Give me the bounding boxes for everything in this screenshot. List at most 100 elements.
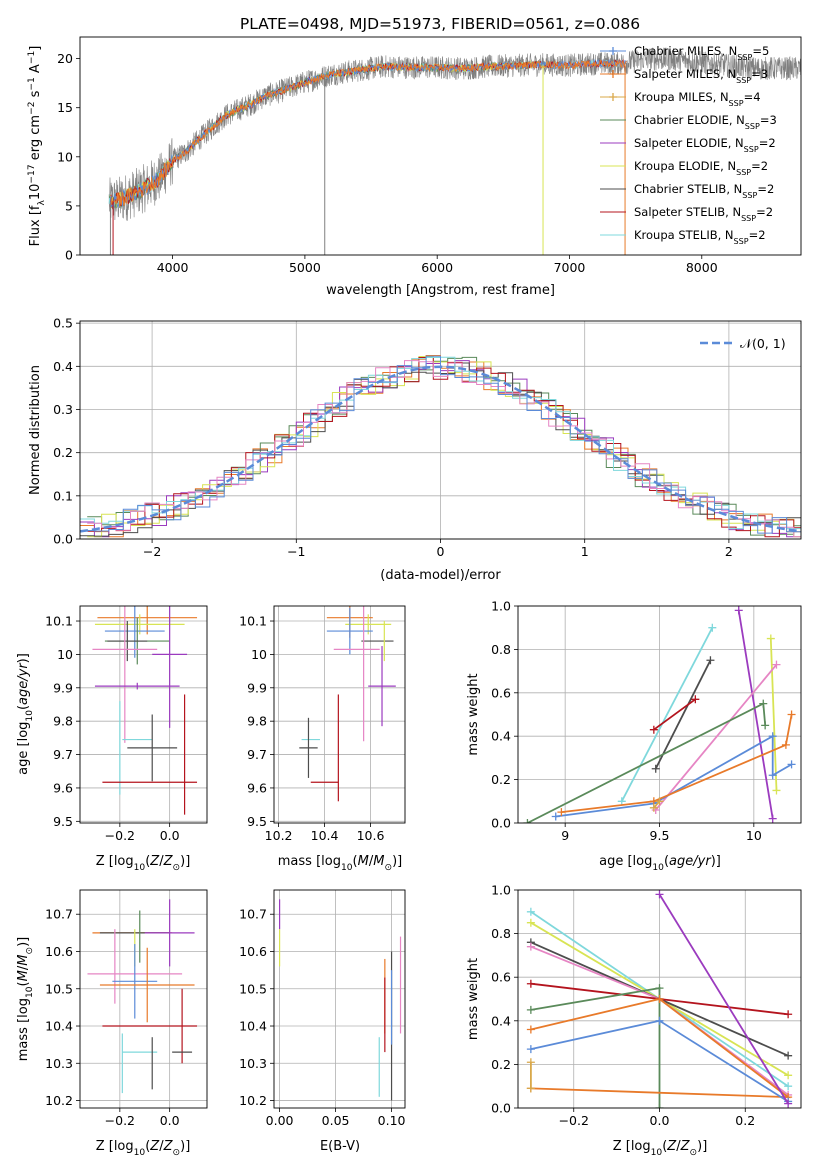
y-tick-label: 10.3 bbox=[239, 1056, 267, 1071]
weight-marker bbox=[768, 732, 777, 741]
weight-marker bbox=[649, 803, 658, 812]
panel-mass-vs-ebv: 0.00 0.05 0.10 10.2 10.3 10.4 10.5 10.6 10.7 E(B-… bbox=[239, 889, 406, 1154]
y-tick-label: 10 bbox=[57, 647, 73, 662]
plot-area bbox=[92, 606, 198, 815]
y-tick-label: 0.0 bbox=[491, 1101, 511, 1116]
x-axis-label: Z [log10(Z/Z⊙)] bbox=[96, 854, 191, 873]
x-tick-label: 9.5 bbox=[650, 828, 670, 843]
y-axis-label: Flux [fλ10−17 erg cm−2 s−1 A−1] bbox=[27, 46, 47, 247]
y-tick-label: 10.3 bbox=[45, 1056, 73, 1071]
x-tick-label: 9 bbox=[561, 828, 569, 843]
spectrum-model-line bbox=[110, 58, 627, 209]
y-tick-label: 0 bbox=[65, 248, 73, 263]
x-tick-label: 0.00 bbox=[266, 1113, 294, 1128]
y-tick-label: 0.2 bbox=[491, 1057, 511, 1072]
plot-area bbox=[523, 606, 796, 823]
y-tick-label: 0.2 bbox=[491, 772, 511, 787]
x-tick-label: 4000 bbox=[157, 260, 189, 275]
x-tick-label: 0.0 bbox=[160, 1113, 180, 1128]
weight-line bbox=[769, 638, 778, 791]
x-tick-label: 10.6 bbox=[357, 828, 385, 843]
weight-marker bbox=[655, 797, 664, 806]
weight-marker bbox=[784, 1099, 793, 1108]
weight-marker bbox=[759, 699, 768, 708]
y-tick-label: 0.5 bbox=[53, 316, 73, 331]
legend-marker bbox=[609, 47, 617, 55]
plot-area bbox=[87, 899, 198, 1094]
weight-marker bbox=[655, 995, 664, 1003]
x-tick-label: 0.2 bbox=[735, 1113, 755, 1128]
y-tick-label: 9.9 bbox=[53, 680, 73, 695]
panel-spectrum: 4000 5000 6000 7000 8000 0 5 10 15 20 wavelength [… bbox=[27, 36, 802, 298]
legend-entry: Chabrier MILES, NSSP=5 bbox=[634, 44, 769, 62]
weight-line bbox=[655, 664, 778, 811]
weight-marker bbox=[526, 1058, 535, 1067]
weight-marker bbox=[523, 819, 532, 823]
gaussian-curve bbox=[80, 365, 801, 533]
x-tick-label: −0.2 bbox=[559, 1113, 589, 1128]
x-tick-label: 10 bbox=[746, 828, 762, 843]
axes-frame bbox=[79, 889, 208, 1109]
y-axis-label: mass weight bbox=[466, 673, 481, 755]
y-tick-label: 0.4 bbox=[491, 729, 511, 744]
y-tick-label: 9.7 bbox=[247, 747, 267, 762]
weight-marker bbox=[649, 725, 658, 734]
panel-age-vs-Z: −0.2 0.0 9.5 9.6 9.7 9.8 9.9 10 10.1 Z [log10(Z/Z… bbox=[16, 605, 208, 873]
weight-line bbox=[621, 627, 714, 802]
y-axis-label: mass weight bbox=[466, 958, 481, 1040]
y-tick-label: 10 bbox=[57, 149, 73, 164]
y-tick-label: 10.7 bbox=[239, 907, 267, 922]
weight-marker bbox=[557, 808, 566, 817]
legend-entry: Salpeter MILES, NSSP=3 bbox=[634, 67, 768, 85]
axes-frame bbox=[517, 605, 802, 824]
y-tick-label: 9.8 bbox=[247, 714, 267, 729]
weight-marker bbox=[551, 812, 560, 821]
x-tick-label: 7000 bbox=[554, 260, 586, 275]
y-axis-label: Normed distribution bbox=[28, 365, 43, 495]
y-tick-label: 0.0 bbox=[53, 532, 73, 547]
x-axis-label: wavelength [Angstrom, rest frame] bbox=[326, 283, 555, 298]
y-tick-label: 10.7 bbox=[45, 907, 73, 922]
x-tick-label: 0 bbox=[437, 544, 445, 559]
x-tick-label: 8000 bbox=[686, 260, 718, 275]
weight-marker bbox=[772, 786, 781, 795]
weight-marker bbox=[655, 890, 664, 899]
weight-marker bbox=[768, 771, 777, 780]
y-tick-label: 9.7 bbox=[53, 747, 73, 762]
y-tick-label: 0.6 bbox=[491, 685, 511, 700]
y-tick-label: 0.8 bbox=[491, 642, 511, 657]
weight-marker bbox=[768, 814, 777, 823]
y-axis-label: age [log10(age/yr)] bbox=[16, 653, 35, 775]
weight-marker bbox=[526, 1005, 535, 1014]
weight-marker bbox=[784, 1082, 793, 1091]
axes-frame bbox=[79, 605, 208, 824]
y-tick-label: 1.0 bbox=[491, 883, 511, 898]
y-tick-label: 0.2 bbox=[53, 445, 73, 460]
x-tick-label: 1 bbox=[581, 544, 589, 559]
weight-marker bbox=[526, 918, 535, 927]
histogram-step bbox=[80, 355, 801, 538]
weight-line bbox=[561, 714, 793, 813]
x-tick-label: −2 bbox=[143, 544, 161, 559]
x-axis-label: age [log10(age/yr)] bbox=[599, 854, 721, 873]
x-axis-label: E(B-V) bbox=[320, 1139, 360, 1154]
plot-area bbox=[108, 47, 801, 255]
axes-frame bbox=[273, 605, 406, 824]
y-tick-label: 0.3 bbox=[53, 402, 73, 417]
weight-marker bbox=[655, 984, 664, 993]
weight-marker bbox=[655, 1104, 664, 1108]
y-tick-label: 9.6 bbox=[247, 780, 267, 795]
weight-marker bbox=[655, 1016, 664, 1025]
y-tick-label: 1.0 bbox=[491, 599, 511, 614]
x-axis-label: Z [log10(Z/Z⊙)] bbox=[96, 1139, 191, 1158]
axes-frame bbox=[273, 889, 406, 1109]
weight-marker bbox=[708, 623, 717, 632]
weight-line bbox=[653, 698, 696, 731]
y-tick-label: 9.9 bbox=[247, 680, 267, 695]
legend-entry: Chabrier ELODIE, NSSP=3 bbox=[634, 113, 777, 131]
weight-marker bbox=[526, 1025, 535, 1034]
x-tick-label: 10.4 bbox=[311, 828, 339, 843]
histogram-step bbox=[80, 360, 801, 538]
legend-entry: Kroupa MILES, NSSP=4 bbox=[634, 90, 761, 108]
weight-marker bbox=[787, 710, 796, 719]
